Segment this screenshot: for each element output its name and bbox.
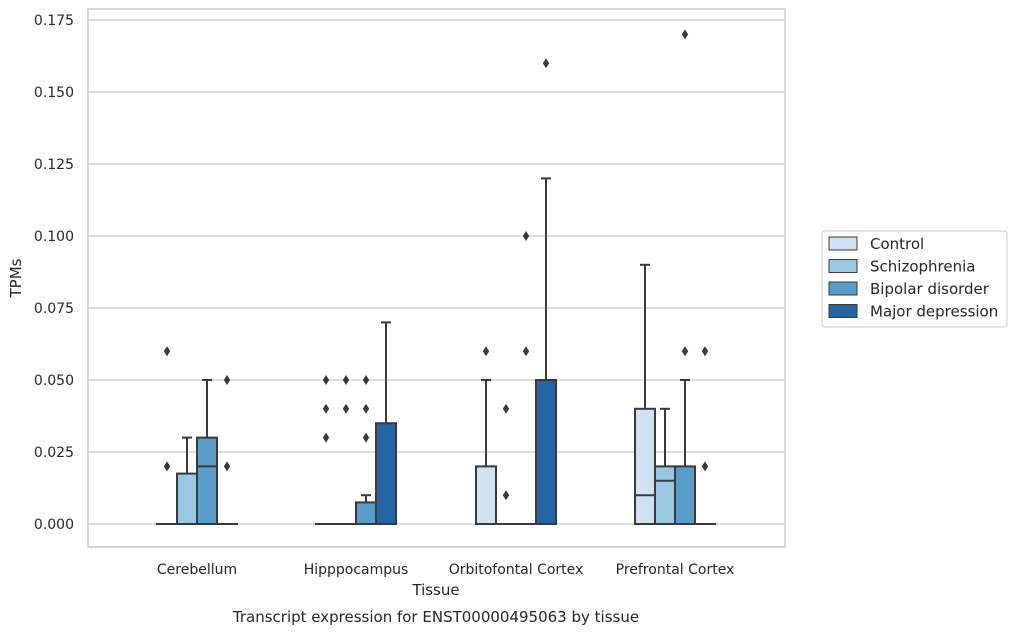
outlier-point xyxy=(163,461,171,472)
legend-label: Schizophrenia xyxy=(870,258,975,276)
outlier-point xyxy=(342,403,350,414)
box-series xyxy=(156,29,716,526)
box-element xyxy=(535,58,557,525)
grid-lines xyxy=(88,19,785,525)
outlier-point xyxy=(681,29,689,40)
box-element xyxy=(515,231,537,526)
box-element xyxy=(375,321,397,526)
series-major-depression xyxy=(216,58,716,526)
legend-swatch xyxy=(828,304,858,318)
outlier-point xyxy=(223,461,231,472)
box-element xyxy=(634,263,656,525)
series-control xyxy=(156,263,656,526)
y-tick-label: 0.050 xyxy=(34,373,74,389)
legend-label: Major depression xyxy=(870,303,998,321)
y-tick-label: 0.100 xyxy=(34,229,74,245)
legend-item: Schizophrenia xyxy=(828,258,975,276)
legend-swatch xyxy=(828,281,858,296)
box-element xyxy=(315,375,337,526)
box-rect xyxy=(196,436,218,526)
x-tick-label: Orbitofontal Cortex xyxy=(449,562,584,578)
series-bipolar-disorder xyxy=(196,29,696,526)
series-schizophrenia xyxy=(176,375,676,526)
chart-title: Transcript expression for ENST0000049506… xyxy=(232,608,639,626)
box-element xyxy=(335,375,357,526)
outlier-point xyxy=(362,403,370,414)
legend-swatch xyxy=(828,236,858,251)
box-element xyxy=(694,346,716,526)
y-tick-label: 0.000 xyxy=(34,517,74,533)
box-element xyxy=(475,346,497,525)
box-rect xyxy=(535,379,557,525)
legend-item: Major depression xyxy=(828,303,998,321)
box-rect xyxy=(475,465,497,525)
x-tick-label: Prefrontal Cortex xyxy=(616,562,735,578)
outlier-point xyxy=(362,375,370,385)
y-tick-label: 0.150 xyxy=(34,85,74,101)
outlier-point xyxy=(502,490,510,501)
outlier-point xyxy=(342,375,350,385)
legend-swatch xyxy=(828,259,858,273)
box-rect xyxy=(674,465,696,525)
box-element xyxy=(654,407,676,525)
y-tick-label: 0.025 xyxy=(34,445,74,461)
y-tick-label: 0.075 xyxy=(34,301,74,317)
box-element xyxy=(156,346,178,526)
outlier-point xyxy=(522,231,530,241)
outlier-point xyxy=(542,58,550,69)
outlier-point xyxy=(163,346,171,357)
box-rect xyxy=(176,472,198,526)
x-axis-title: Tissue xyxy=(411,581,459,599)
outlier-point xyxy=(681,346,689,357)
y-tick-label: 0.125 xyxy=(34,157,74,173)
legend-label: Bipolar disorder xyxy=(870,280,990,298)
box-element xyxy=(216,375,238,526)
x-tick-labels: Cerebellum Hipppocampus Orbitofontal Corte… xyxy=(157,562,734,578)
plot-frame xyxy=(87,8,786,548)
outlier-point xyxy=(322,375,330,385)
legend-item: Control xyxy=(828,235,924,253)
box-element xyxy=(355,375,377,525)
box-element xyxy=(674,29,696,525)
outlier-point xyxy=(701,461,709,472)
box-element xyxy=(495,403,517,526)
outlier-point xyxy=(362,432,370,443)
outlier-point xyxy=(701,346,709,357)
outlier-point xyxy=(502,403,510,414)
box-rect xyxy=(375,422,397,526)
outlier-point xyxy=(322,403,330,414)
y-axis-title: TPMs xyxy=(7,258,25,298)
legend-label: Control xyxy=(870,235,924,253)
box-rect xyxy=(355,501,377,525)
y-tick-labels: 0.000 0.025 0.050 0.075 0.100 0.125 0.150 0.175 xyxy=(34,13,74,533)
outlier-point xyxy=(322,432,330,443)
outlier-point xyxy=(522,346,530,357)
outlier-point xyxy=(223,375,231,385)
legend: Control Schizophrenia Bipolar disorder Majo… xyxy=(821,230,1008,328)
x-tick-label: Hipppocampus xyxy=(304,562,409,578)
box-rect xyxy=(654,465,676,525)
outlier-point xyxy=(482,346,490,357)
legend-frame xyxy=(821,230,1008,328)
box-element xyxy=(176,436,198,526)
box-rect xyxy=(634,407,656,525)
y-tick-label: 0.175 xyxy=(34,13,74,29)
legend-item: Bipolar disorder xyxy=(828,280,990,298)
box-element xyxy=(196,379,218,526)
x-tick-label: Cerebellum xyxy=(157,562,237,578)
